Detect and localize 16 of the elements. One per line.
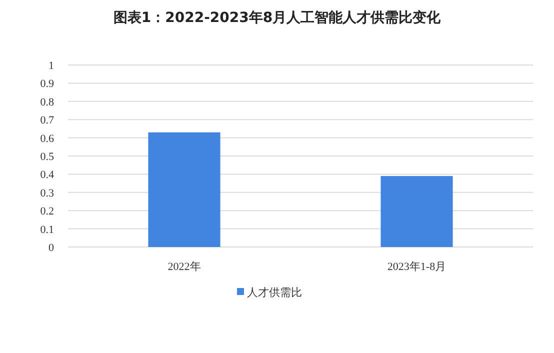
- x-tick-label: 2023年1-8月: [387, 261, 446, 273]
- y-tick-label: 0.5: [40, 151, 54, 163]
- y-tick-label: 0.8: [40, 96, 54, 108]
- y-tick-label: 0: [48, 242, 54, 254]
- y-tick-label: 0.1: [40, 224, 54, 236]
- y-tick-label: 0.2: [40, 206, 54, 218]
- y-tick-label: 0.4: [40, 169, 54, 182]
- y-tick-label: 0.7: [40, 114, 54, 127]
- legend-label: 人才供需比: [247, 286, 302, 299]
- x-tick-label: 2022年: [168, 261, 201, 273]
- y-tick-label: 0.3: [40, 187, 54, 200]
- y-tick-label: 0.9: [40, 78, 54, 90]
- chart-title: 图表1：2022-2023年8月人工智能人才供需比变化: [113, 9, 442, 26]
- y-tick-label: 1: [48, 60, 54, 72]
- y-tick-label: 0.6: [40, 132, 54, 145]
- legend: 人才供需比: [237, 286, 302, 299]
